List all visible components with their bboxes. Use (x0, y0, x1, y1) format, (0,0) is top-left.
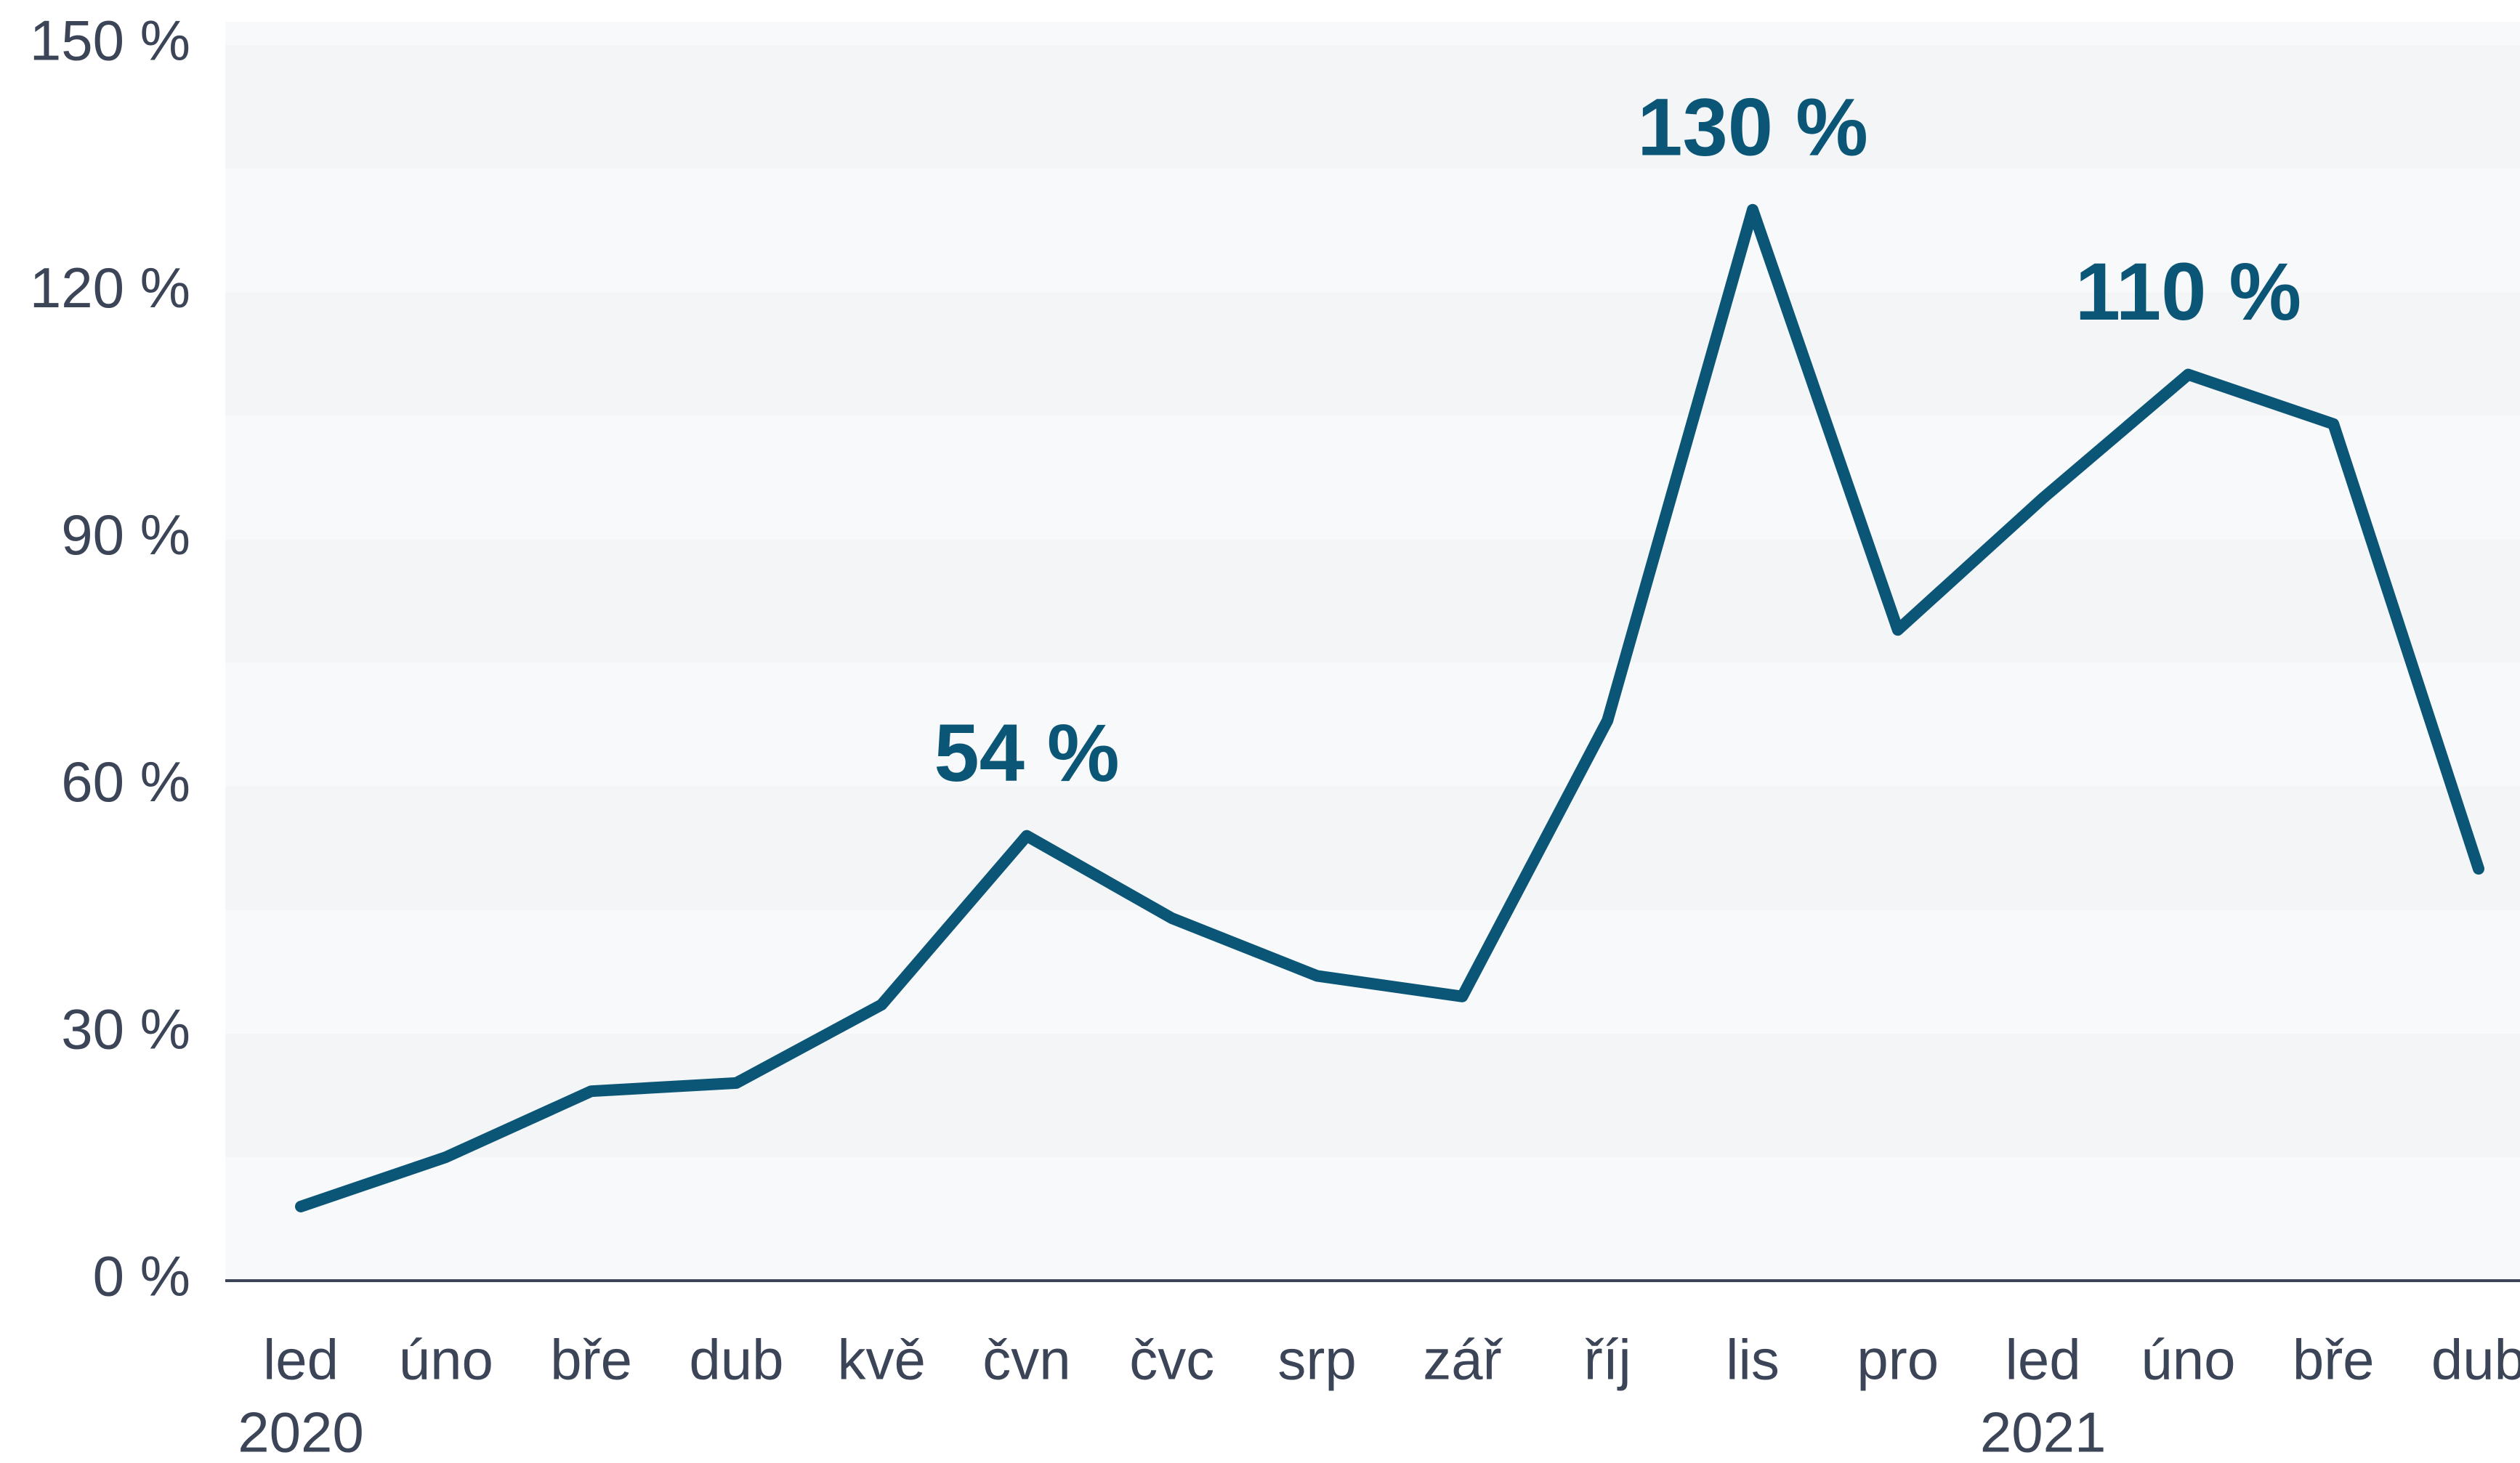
y-tick-label: 120 % (30, 256, 190, 320)
y-tick-label: 90 % (61, 503, 190, 567)
line (295, 203, 2484, 1212)
band (225, 416, 2520, 540)
x-tick-label: úno (2141, 1328, 2235, 1392)
x-tick-label: kvě (838, 1328, 926, 1392)
x-tick-label: zář (1423, 1328, 1503, 1392)
x-tick-label: led (263, 1328, 339, 1392)
band (225, 22, 2520, 45)
x-tick-label: čvc (1129, 1328, 1214, 1392)
x-tick-label: pro (1857, 1328, 1939, 1392)
x-group-label: 2021 (1980, 1401, 2107, 1463)
x-tick-label: lis (1726, 1328, 1780, 1392)
value-label: 130 % (1637, 81, 1868, 172)
plot-background (225, 22, 2520, 1281)
x-tick-label: říj (1584, 1328, 1631, 1392)
y-tick-label: 150 % (30, 9, 190, 73)
band (225, 1156, 2520, 1281)
band (225, 169, 2520, 293)
x-tick-label: dub (689, 1328, 783, 1392)
band (225, 292, 2520, 416)
band (225, 539, 2520, 663)
y-tick-label: 0 % (93, 1244, 190, 1308)
band (225, 45, 2520, 169)
x-group-label: 2020 (238, 1401, 364, 1463)
x-tick-label: čvn (982, 1328, 1070, 1392)
value-label: 110 % (2075, 246, 2301, 337)
band (225, 662, 2520, 787)
x-tick-label: bře (2293, 1328, 2375, 1392)
band (225, 786, 2520, 910)
x-tick-label: úno (399, 1328, 493, 1392)
x-tick-label: bře (550, 1328, 632, 1392)
y-tick-label: 30 % (61, 997, 190, 1061)
x-tick-label: dub (2431, 1328, 2520, 1392)
y-tick-label: 60 % (61, 750, 190, 814)
band (225, 909, 2520, 1034)
value-label: 54 % (934, 708, 1119, 798)
x-tick-label: srp (1277, 1328, 1356, 1392)
x-tick-label: led (2006, 1328, 2081, 1392)
